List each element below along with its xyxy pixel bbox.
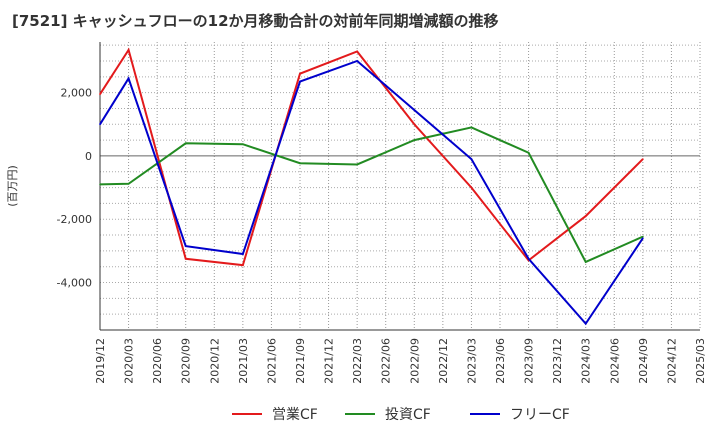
- legend-label-2: 投資CF: [385, 407, 431, 423]
- label-layer: 2,000 0 -2,000 -4,000 (百万円) 2019/12 2020/03 202…: [6, 87, 707, 384]
- data-point-3: [470, 158, 473, 160]
- data-point-2: [584, 261, 587, 263]
- data-point-1: [356, 50, 358, 53]
- data-point-1: [413, 123, 416, 126]
- data-point-1: [242, 264, 244, 266]
- data-point-1: [127, 49, 130, 51]
- x-tick-label: 2024/12: [665, 338, 678, 384]
- x-tick-label: 2024/06: [608, 338, 621, 384]
- data-point-2: [242, 143, 244, 146]
- axis-layer: [99, 42, 700, 331]
- data-point-3: [356, 60, 358, 62]
- x-tick-label: 2023/09: [523, 338, 536, 384]
- legend-label-3: フリーCF: [510, 407, 570, 423]
- data-point-1: [642, 158, 644, 160]
- x-tick-label: 2020/06: [151, 338, 164, 384]
- data-point-3: [584, 322, 587, 325]
- x-tick-label: 2023/12: [551, 338, 564, 384]
- data-point-2: [413, 139, 416, 141]
- data-point-2: [356, 163, 358, 166]
- x-tick-label: 2022/12: [437, 338, 450, 384]
- data-point-1: [299, 72, 301, 75]
- series-layer: [99, 47, 644, 326]
- legend: 営業CF 投資CF フリーCF: [232, 407, 570, 423]
- x-tick-label: 2020/03: [123, 338, 136, 384]
- data-point-3: [299, 80, 301, 83]
- data-point-1: [470, 186, 473, 189]
- data-point-2: [470, 126, 473, 129]
- y-tick-label: -4,000: [57, 277, 92, 290]
- data-point-1: [184, 257, 187, 260]
- data-point-3: [642, 237, 644, 240]
- y-tick-label: 0: [85, 150, 92, 163]
- data-point-2: [127, 182, 130, 185]
- y-axis-title: (百万円): [6, 165, 19, 207]
- data-point-2: [299, 162, 301, 165]
- x-tick-label: 2019/12: [94, 338, 107, 384]
- chart-title: [7521] キャッシュフローの12か月移動合計の対前年同期増減額の推移: [12, 12, 499, 30]
- x-tick-label: 2022/03: [351, 338, 364, 384]
- data-point-1: [99, 93, 101, 96]
- data-point-3: [242, 253, 244, 255]
- x-tick-label: 2020/09: [180, 338, 193, 384]
- data-point-2: [184, 142, 187, 145]
- x-tick-label: 2024/03: [580, 338, 593, 384]
- data-point-3: [527, 257, 530, 260]
- data-point-3: [127, 77, 130, 80]
- series-line-3: [99, 59, 644, 326]
- x-tick-label: 2021/06: [265, 338, 278, 384]
- data-point-3: [413, 109, 416, 111]
- grid-layer: [99, 42, 701, 331]
- legend-label-1: 営業CF: [272, 407, 318, 423]
- y-tick-label: 2,000: [61, 87, 93, 100]
- x-tick-label: 2022/09: [408, 338, 421, 384]
- data-point-2: [642, 235, 644, 238]
- data-point-3: [99, 123, 101, 126]
- x-tick-label: 2021/12: [323, 338, 336, 384]
- x-tick-label: 2021/03: [237, 338, 250, 384]
- y-tick-label: -2,000: [57, 213, 92, 226]
- x-tick-label: 2023/06: [494, 338, 507, 384]
- data-point-2: [527, 151, 530, 154]
- data-point-3: [184, 245, 187, 247]
- x-tick-label: 2023/03: [465, 338, 478, 384]
- data-point-2: [99, 183, 101, 186]
- x-tick-label: 2021/09: [294, 338, 307, 384]
- x-tick-label: 2024/09: [637, 338, 650, 384]
- x-tick-label: 2020/12: [208, 338, 221, 384]
- x-tick-label: 2022/06: [380, 338, 393, 384]
- data-point-1: [584, 215, 587, 217]
- x-tick-label: 2025/03: [694, 338, 707, 384]
